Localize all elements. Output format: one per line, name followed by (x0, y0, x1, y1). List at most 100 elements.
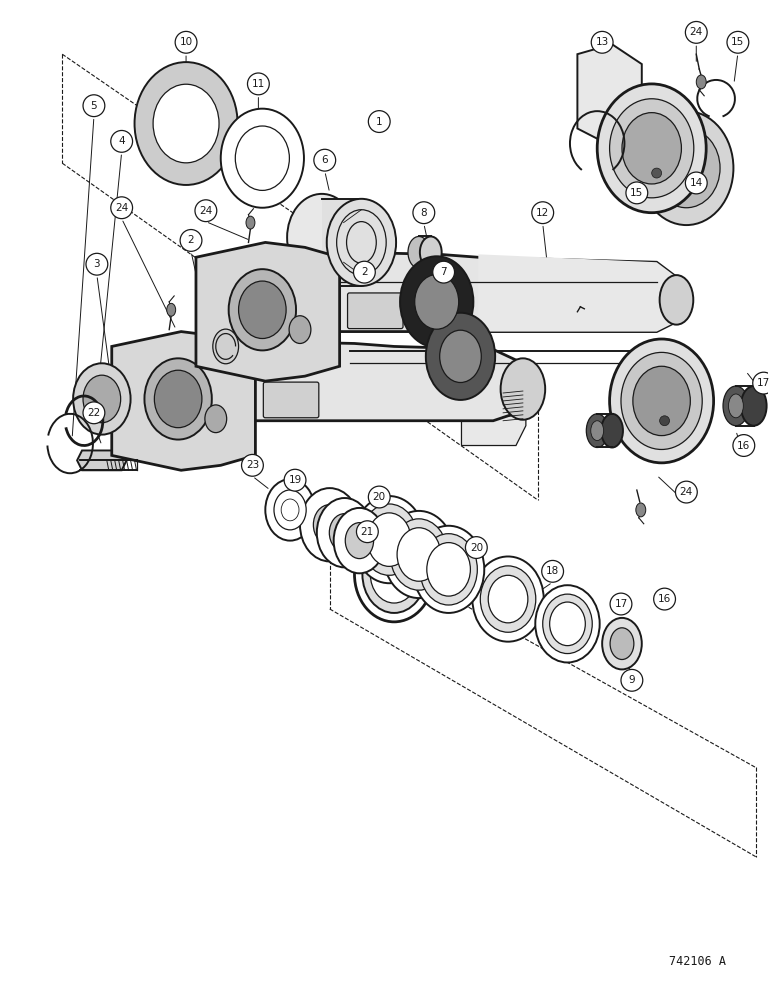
Text: 3: 3 (93, 259, 100, 269)
Text: 2: 2 (361, 267, 367, 277)
Ellipse shape (246, 216, 255, 229)
Text: 12: 12 (536, 208, 550, 218)
Circle shape (180, 230, 202, 251)
Ellipse shape (610, 628, 634, 660)
Ellipse shape (266, 479, 315, 541)
Ellipse shape (287, 194, 357, 281)
Circle shape (83, 402, 105, 424)
Circle shape (110, 130, 133, 152)
Ellipse shape (354, 527, 434, 622)
Text: 8: 8 (421, 208, 427, 218)
Ellipse shape (367, 513, 411, 566)
Ellipse shape (586, 414, 608, 447)
Circle shape (466, 537, 487, 558)
Text: 9: 9 (628, 675, 635, 685)
Text: 17: 17 (757, 378, 770, 388)
Ellipse shape (397, 528, 441, 581)
Circle shape (86, 253, 108, 275)
Ellipse shape (300, 488, 360, 561)
Ellipse shape (480, 566, 536, 632)
Ellipse shape (659, 275, 693, 325)
Ellipse shape (415, 275, 459, 329)
Ellipse shape (420, 236, 442, 268)
Text: 17: 17 (615, 599, 628, 609)
Circle shape (83, 95, 105, 117)
Text: 24: 24 (679, 487, 693, 497)
Ellipse shape (723, 386, 749, 426)
Ellipse shape (371, 546, 418, 603)
Circle shape (753, 372, 772, 394)
Ellipse shape (289, 316, 311, 343)
Ellipse shape (488, 575, 528, 623)
Text: 11: 11 (252, 79, 265, 89)
Circle shape (654, 588, 676, 610)
Polygon shape (112, 332, 256, 470)
Text: 18: 18 (546, 566, 559, 576)
Text: 23: 23 (245, 460, 259, 470)
Text: 24: 24 (689, 27, 703, 37)
Circle shape (248, 73, 269, 95)
Circle shape (368, 486, 390, 508)
Circle shape (686, 21, 707, 43)
Text: 15: 15 (731, 37, 744, 47)
Text: 16: 16 (658, 594, 671, 604)
Ellipse shape (500, 358, 545, 420)
Ellipse shape (167, 303, 176, 316)
Text: 20: 20 (470, 543, 483, 553)
Ellipse shape (313, 505, 346, 545)
Ellipse shape (729, 394, 743, 418)
Text: 21: 21 (361, 527, 374, 537)
Text: 7: 7 (440, 267, 447, 277)
Polygon shape (462, 376, 526, 446)
Text: 24: 24 (115, 203, 128, 213)
Text: 16: 16 (737, 441, 750, 451)
Text: 19: 19 (289, 475, 302, 485)
Ellipse shape (153, 84, 219, 163)
Text: 20: 20 (373, 492, 386, 502)
Ellipse shape (361, 504, 418, 575)
Ellipse shape (472, 556, 543, 642)
Ellipse shape (550, 602, 585, 646)
Ellipse shape (134, 62, 238, 185)
Text: 15: 15 (630, 188, 643, 198)
Ellipse shape (330, 514, 360, 552)
Text: 5: 5 (90, 101, 97, 111)
Polygon shape (577, 44, 642, 146)
FancyBboxPatch shape (347, 293, 403, 329)
Text: 22: 22 (87, 408, 100, 418)
Ellipse shape (354, 496, 425, 583)
Polygon shape (77, 450, 127, 470)
Ellipse shape (274, 490, 306, 530)
Polygon shape (147, 341, 523, 421)
Circle shape (652, 168, 662, 178)
Ellipse shape (639, 111, 733, 225)
Ellipse shape (400, 256, 473, 347)
Ellipse shape (229, 269, 296, 350)
Ellipse shape (144, 358, 212, 440)
Ellipse shape (598, 84, 706, 213)
Ellipse shape (652, 128, 720, 208)
Ellipse shape (610, 99, 694, 198)
Circle shape (727, 31, 749, 53)
Circle shape (368, 111, 390, 132)
Ellipse shape (591, 421, 604, 441)
Ellipse shape (408, 236, 430, 268)
Text: 4: 4 (118, 136, 125, 146)
Text: 2: 2 (188, 235, 195, 245)
Circle shape (433, 261, 455, 283)
Ellipse shape (633, 366, 690, 436)
Ellipse shape (610, 339, 713, 463)
Ellipse shape (426, 313, 495, 400)
Ellipse shape (154, 370, 202, 428)
Circle shape (110, 197, 133, 219)
Text: 13: 13 (595, 37, 609, 47)
Circle shape (626, 182, 648, 204)
Ellipse shape (235, 126, 290, 190)
Circle shape (676, 481, 697, 503)
Circle shape (591, 31, 613, 53)
Ellipse shape (213, 329, 239, 364)
Text: 1: 1 (376, 117, 383, 127)
Circle shape (610, 593, 631, 615)
Polygon shape (479, 254, 676, 332)
Ellipse shape (420, 534, 477, 605)
